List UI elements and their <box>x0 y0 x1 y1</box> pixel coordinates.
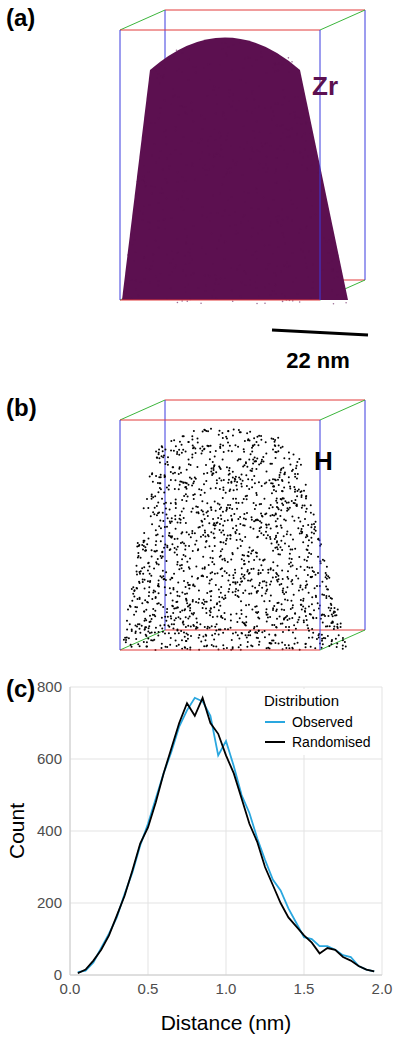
html-text:Observed: Observed <box>292 714 353 730</box>
svg-text:Zr: Zr <box>312 71 338 101</box>
svg-text:1.0: 1.0 <box>216 980 237 997</box>
svg-text:600: 600 <box>37 750 62 767</box>
html-text:(c): (c) <box>6 675 36 702</box>
svg-text:22 nm: 22 nm <box>286 348 350 373</box>
svg-text:200: 200 <box>37 894 62 911</box>
svg-text:400: 400 <box>37 822 62 839</box>
svg-text:800: 800 <box>37 678 62 695</box>
svg-text:0.0: 0.0 <box>60 980 81 997</box>
svg-text:2.0: 2.0 <box>372 980 393 997</box>
html-text:Randomised: Randomised <box>292 734 371 750</box>
html-text:Distribution: Distribution <box>264 692 339 709</box>
svg-text:Count: Count <box>5 803 28 859</box>
svg-text:0: 0 <box>54 966 62 983</box>
html-text:(b): (b) <box>6 394 37 421</box>
svg-text:1.5: 1.5 <box>294 980 315 997</box>
svg-text:0.5: 0.5 <box>138 980 159 997</box>
svg-text:Distance (nm): Distance (nm) <box>161 1011 292 1034</box>
html-text:(a): (a) <box>6 4 36 31</box>
svg-text:H: H <box>314 446 333 476</box>
